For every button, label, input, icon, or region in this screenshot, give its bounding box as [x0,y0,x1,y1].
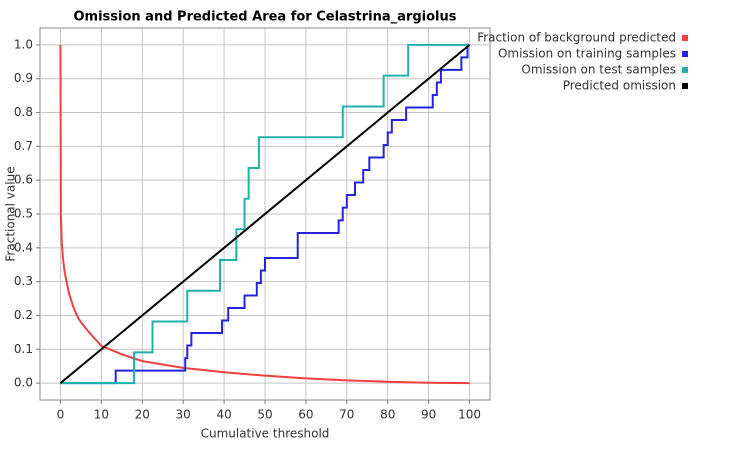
legend-label: Predicted omission [563,79,676,93]
x-tick-label: 60 [298,408,313,422]
y-tick-label: 0.3 [14,274,33,288]
y-tick-label: 1.0 [14,37,33,51]
x-tick-label: 70 [339,408,354,422]
legend-swatch [682,83,688,89]
series-line [60,43,470,385]
x-tick-label: 30 [176,408,191,422]
x-tick-label: 10 [94,408,109,422]
y-tick-label: 0.1 [14,342,33,356]
legend-label: Fraction of background predicted [477,31,676,45]
x-tick-label: 40 [216,408,231,422]
y-tick-label: 0.7 [14,139,33,153]
x-tick-label: 90 [421,408,436,422]
y-tick-label: 0.4 [14,240,33,254]
legend-swatch [682,51,688,57]
x-tick-label: 80 [380,408,395,422]
series-line [59,44,471,384]
y-tick-label: 0.8 [14,105,33,119]
legend-swatch [682,67,688,73]
y-axis-label: Fractional value [4,166,18,261]
y-tick-label: 0.5 [14,207,33,221]
x-tick-label: 100 [458,408,481,422]
legend-label: Omission on training samples [498,47,676,61]
legend-label: Omission on test samples [521,63,676,77]
chart-title: Omission and Predicted Area for Celastri… [73,10,456,25]
series-line [60,43,470,385]
x-tick-label: 50 [257,408,272,422]
legend-swatch [682,35,688,41]
series-line [59,44,470,385]
x-tick-label: 20 [135,408,150,422]
y-tick-label: 0.0 [14,376,33,390]
y-tick-label: 0.9 [14,71,33,85]
y-tick-label: 0.6 [14,173,33,187]
x-axis-label: Cumulative threshold [201,427,330,441]
x-tick-label: 0 [57,408,65,422]
y-tick-label: 0.2 [14,308,33,322]
